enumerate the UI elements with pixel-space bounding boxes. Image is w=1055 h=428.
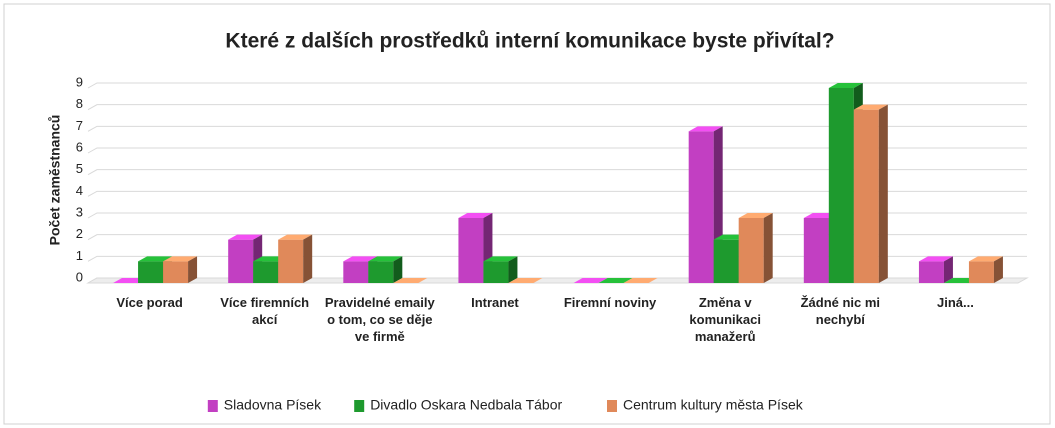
bar-front xyxy=(343,261,369,283)
bar-top xyxy=(598,278,633,283)
legend-swatch xyxy=(607,400,617,412)
grid-line xyxy=(87,82,1027,89)
bar-front xyxy=(688,131,714,283)
bar-front xyxy=(713,239,739,283)
bar-front xyxy=(368,261,394,283)
bar-top xyxy=(138,256,173,262)
bar-front xyxy=(138,261,164,283)
bar-front xyxy=(278,239,304,283)
y-tick-label: 3 xyxy=(76,204,83,219)
y-tick-label: 9 xyxy=(76,74,83,89)
bar-front xyxy=(738,218,764,283)
x-tick-label: Žádné nic mi nechybí xyxy=(800,295,881,327)
x-tick-label: Pravidelné emaily o tom, co se děje ve f… xyxy=(324,295,435,344)
bar-front xyxy=(803,218,829,283)
bar-front xyxy=(458,218,484,283)
bar-side xyxy=(993,256,1003,283)
bar-top xyxy=(738,213,773,218)
y-tick-label: 5 xyxy=(76,161,83,176)
bar-top xyxy=(623,278,658,283)
bar xyxy=(623,278,658,283)
bar-side xyxy=(303,234,313,283)
y-axis-label: Počet zaměstnanců xyxy=(47,115,63,246)
bar-side xyxy=(763,213,773,283)
y-tick-label: 0 xyxy=(76,269,83,284)
bar-top xyxy=(918,256,953,262)
bar-front xyxy=(918,261,944,283)
bar xyxy=(368,256,403,283)
bar-top xyxy=(228,234,263,240)
legend-swatch xyxy=(207,400,218,412)
bar-front xyxy=(483,261,509,283)
legend-label: Sladovna Písek xyxy=(224,397,322,413)
bar-front xyxy=(253,261,279,283)
bar-top xyxy=(508,278,543,283)
bar-top xyxy=(163,256,198,262)
bar xyxy=(163,256,198,283)
legend-swatch xyxy=(354,400,365,412)
bar xyxy=(458,213,493,283)
bar-front xyxy=(853,109,879,284)
x-tick-label: Více firemních akcí xyxy=(220,295,310,327)
y-tick-label: 7 xyxy=(76,118,83,133)
y-tick-label: 4 xyxy=(76,183,83,198)
bar-front xyxy=(163,261,189,283)
bar-top xyxy=(968,256,1003,262)
bar-top xyxy=(853,104,888,110)
x-tick-label: Změna v komunikaci manažerů xyxy=(689,295,761,344)
bar xyxy=(483,256,518,283)
bar-top xyxy=(483,256,518,262)
bar-top xyxy=(688,126,723,132)
legend-label: Centrum kultury města Písek xyxy=(623,397,804,413)
bar xyxy=(853,104,888,284)
bar xyxy=(918,256,953,283)
x-tick-label: Firemní noviny xyxy=(563,295,657,310)
bar-top xyxy=(828,83,863,88)
bar-side xyxy=(508,256,518,283)
x-tick-label: Intranet xyxy=(471,295,519,310)
bar-top xyxy=(458,213,493,218)
x-tick-label: Více porad xyxy=(116,295,183,310)
chart-title: Které z dalších prostředků interní komun… xyxy=(225,30,834,53)
y-tick-label: 1 xyxy=(76,248,83,263)
bar-side xyxy=(188,256,198,283)
y-tick-label: 8 xyxy=(76,96,83,111)
legend-label: Divadlo Oskara Nedbala Tábor xyxy=(370,397,562,413)
bar-front xyxy=(968,261,994,283)
y-tick-label: 2 xyxy=(76,226,83,241)
bar-top xyxy=(343,256,378,262)
bar xyxy=(573,278,608,283)
bar xyxy=(598,278,633,283)
bar-top xyxy=(393,278,428,283)
chart-border xyxy=(3,3,1051,425)
bar xyxy=(393,278,428,283)
bar-side xyxy=(393,256,403,283)
bar xyxy=(508,278,543,283)
x-tick-label: Jiná... xyxy=(937,295,974,310)
bar-side xyxy=(943,256,953,283)
bar xyxy=(968,256,1003,283)
bar-front xyxy=(228,239,254,283)
bar-top xyxy=(368,256,403,262)
bar-top xyxy=(573,278,608,283)
bar xyxy=(738,213,773,283)
bar-side xyxy=(878,104,888,284)
bar-top xyxy=(278,234,313,240)
y-tick-label: 6 xyxy=(76,139,83,154)
bar-front xyxy=(828,88,854,283)
bar xyxy=(278,234,313,283)
grid-line xyxy=(87,104,1027,111)
